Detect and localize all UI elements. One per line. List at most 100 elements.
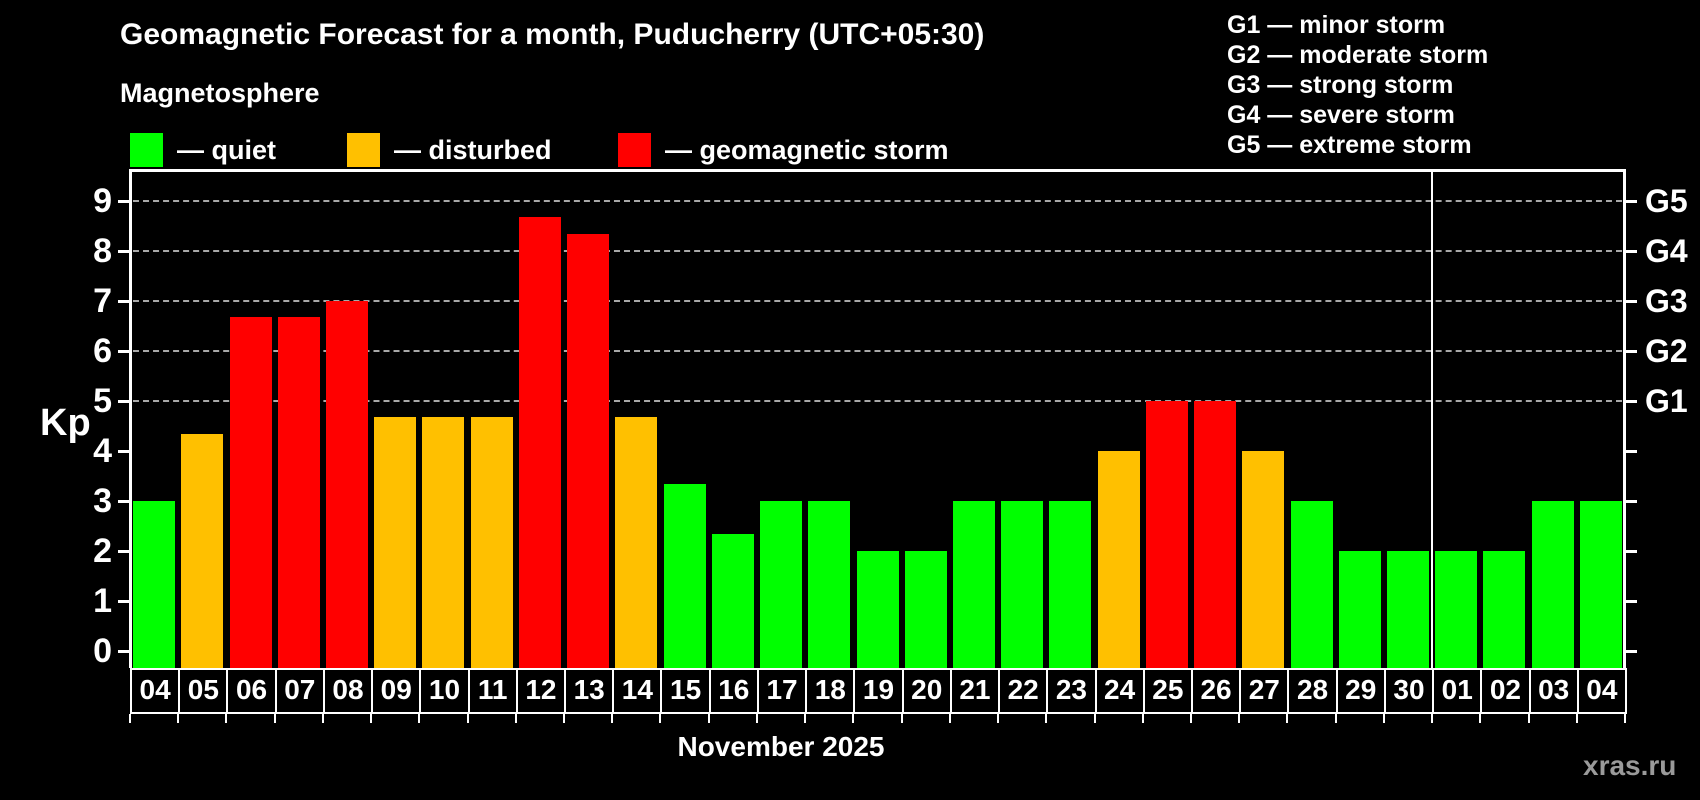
- y-axis-tick-right: [1625, 400, 1637, 403]
- y-axis-tick-left: [118, 550, 130, 553]
- date-axis-tick: [321, 714, 324, 723]
- magnetosphere-label: Magnetosphere: [120, 78, 320, 108]
- date-axis-tick: [1624, 714, 1626, 723]
- date-label: 13: [564, 668, 615, 714]
- y-axis-label: 8: [93, 232, 112, 270]
- y-axis-label: 0: [93, 632, 112, 670]
- kp-bar: [518, 217, 561, 668]
- date-axis-tick: [466, 714, 469, 723]
- y-axis-tick-right: [1625, 450, 1637, 453]
- date-label: 27: [1239, 668, 1290, 714]
- date-axis-tick: [418, 714, 421, 723]
- gridline: [133, 400, 1622, 402]
- date-axis-tick: [1479, 714, 1482, 723]
- date-axis-tick: [129, 714, 131, 723]
- gridline: [133, 200, 1622, 202]
- date-label: 11: [467, 668, 518, 714]
- gridline: [133, 250, 1622, 252]
- storm-scale-legend-row: G1 — minor storm: [1227, 11, 1446, 39]
- chart-title: Geomagnetic Forecast for a month, Puduch…: [120, 18, 985, 51]
- date-label: 18: [805, 668, 856, 714]
- date-axis-tick: [852, 714, 855, 723]
- kp-bar: [1097, 451, 1140, 668]
- g-axis-label: G5: [1645, 183, 1688, 219]
- date-axis-tick: [563, 714, 566, 723]
- date-axis-tick: [1189, 714, 1192, 723]
- kp-bar: [663, 484, 706, 668]
- kp-bar: [567, 234, 610, 668]
- kp-bar: [229, 317, 272, 668]
- kp-bar: [711, 534, 754, 668]
- plot-frame-left: [129, 170, 132, 668]
- kp-bar: [952, 501, 995, 668]
- date-axis-tick: [755, 714, 758, 723]
- kp-bar: [422, 417, 465, 668]
- kp-bar: [1483, 551, 1526, 668]
- kp-bar: [1579, 501, 1622, 668]
- kp-bar: [904, 551, 947, 668]
- date-label: 23: [1046, 668, 1097, 714]
- y-axis-tick-left: [118, 500, 130, 503]
- kp-bar: [1001, 501, 1044, 668]
- y-axis-label: 5: [93, 382, 112, 420]
- y-axis-tick-right: [1625, 600, 1637, 603]
- legend-item-label: — disturbed: [394, 135, 552, 165]
- date-axis-tick: [997, 714, 1000, 723]
- kp-bar: [326, 301, 369, 668]
- y-axis-tick-left: [118, 450, 130, 453]
- kp-bar: [1145, 401, 1188, 668]
- date-label: 15: [660, 668, 711, 714]
- date-label: 07: [274, 668, 325, 714]
- storm-scale-legend-row: G3 — strong storm: [1227, 71, 1454, 99]
- y-axis-label: 7: [93, 282, 112, 320]
- y-axis-label: 9: [93, 182, 112, 220]
- date-label: 22: [998, 668, 1049, 714]
- kp-bar: [374, 417, 417, 668]
- date-axis-tick: [659, 714, 662, 723]
- y-axis-tick-left: [118, 200, 130, 203]
- date-axis-tick: [948, 714, 951, 723]
- kp-bar: [133, 501, 176, 668]
- date-axis-tick: [804, 714, 807, 723]
- y-axis-label: 3: [93, 482, 112, 520]
- date-axis-tick: [1431, 714, 1434, 723]
- disturbed-swatch-icon: [347, 133, 380, 167]
- storm-scale-legend-row: G2 — moderate storm: [1227, 41, 1489, 69]
- date-axis-tick: [900, 714, 903, 723]
- y-axis-tick-right: [1625, 200, 1637, 203]
- y-axis-title: Kp: [40, 402, 91, 444]
- month-divider: [1431, 170, 1434, 668]
- y-axis-tick-left: [118, 300, 130, 303]
- date-label: 26: [1190, 668, 1242, 714]
- date-axis-tick: [611, 714, 614, 723]
- date-label: 19: [853, 668, 904, 714]
- kp-bar: [856, 551, 899, 668]
- date-axis-tick: [1575, 714, 1578, 723]
- gridline: [133, 300, 1622, 302]
- plot-frame-right: [1623, 170, 1626, 668]
- date-label: 10: [419, 668, 470, 714]
- g-axis-label: G3: [1645, 283, 1688, 319]
- date-label: 24: [1094, 668, 1145, 714]
- date-axis-tick: [177, 714, 180, 723]
- date-label: 12: [515, 668, 567, 714]
- date-axis-tick: [1141, 714, 1144, 723]
- kp-bar: [470, 417, 513, 668]
- kp-bar: [760, 501, 803, 668]
- date-label: 29: [1335, 668, 1386, 714]
- date-label: 14: [612, 668, 663, 714]
- gridline: [133, 350, 1622, 352]
- y-axis-tick-left: [118, 650, 130, 653]
- date-label: 01: [1432, 668, 1483, 714]
- y-axis-label: 1: [93, 582, 112, 620]
- g-axis-label: G2: [1645, 333, 1688, 369]
- storm-scale-legend-row: G5 — extreme storm: [1227, 131, 1472, 159]
- storm-scale-legend-row: G4 — severe storm: [1227, 101, 1455, 129]
- y-axis-label: 4: [93, 432, 112, 470]
- date-axis-tick: [1238, 714, 1241, 723]
- kp-bar: [808, 501, 851, 668]
- date-label: 16: [708, 668, 759, 714]
- g-axis-label: G1: [1645, 383, 1688, 419]
